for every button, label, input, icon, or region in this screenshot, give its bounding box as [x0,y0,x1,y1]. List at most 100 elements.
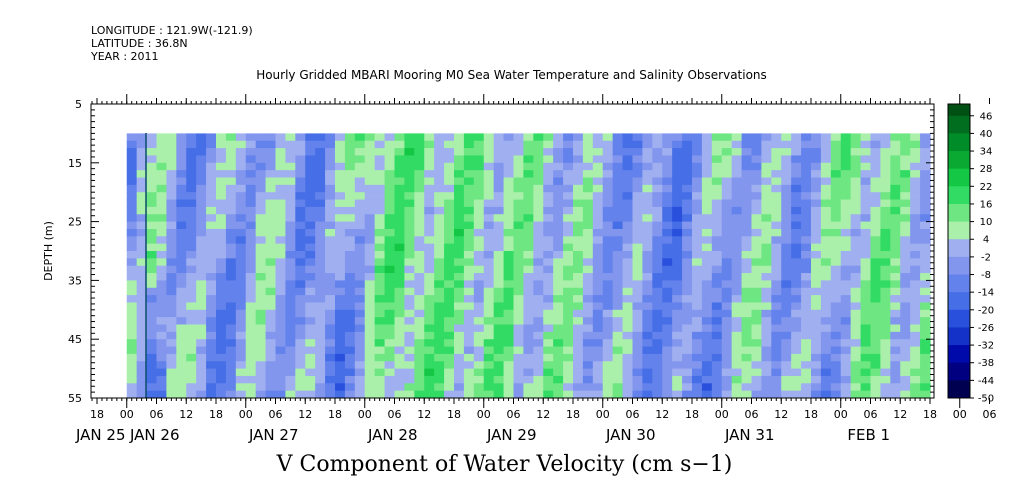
heatmap-cell [335,375,346,384]
heatmap-cell [344,339,356,348]
heatmap-cell [632,192,644,201]
heatmap-cell [592,221,604,230]
heatmap-cell [582,192,594,201]
heatmap-cell [731,228,743,237]
heatmap-cell [791,214,802,223]
heatmap-cell [632,317,644,326]
heatmap-cell [711,324,723,333]
heatmap-cell [612,243,624,252]
heatmap-cell [126,177,138,186]
heatmap-cell [682,155,693,164]
heatmap-cell [483,192,495,201]
heatmap-cell [910,287,921,296]
heatmap-cell [305,287,316,296]
heatmap-cell [751,214,763,223]
heatmap-cell [582,236,594,245]
heatmap-cell [761,295,772,304]
heatmap-cell [880,258,891,267]
heatmap-cell [900,133,911,142]
heatmap-cell [275,251,287,259]
heatmap-cell [265,133,277,142]
heatmap-cell [364,280,376,289]
heatmap-cell [642,273,653,281]
heatmap-cell [374,295,386,304]
colorbar-swatch [948,209,970,214]
heatmap-cell [513,133,525,142]
heatmap-cell [820,228,832,237]
heatmap-cell [235,353,247,362]
heatmap-cell [711,206,723,215]
heatmap-cell [761,280,772,289]
heatmap-cell [295,280,306,289]
heatmap-cell [404,184,415,193]
heatmap-cell [920,368,931,377]
heatmap-cell [136,287,148,296]
heatmap-cell [751,148,763,157]
heatmap-cell [255,361,267,370]
heatmap-cell [315,243,326,252]
heatmap-cell [414,214,425,223]
heatmap-cell [235,390,247,398]
heatmap-cell [136,221,148,230]
colorbar-swatch [948,159,970,164]
heatmap-cell [801,170,812,179]
heatmap-cell [384,346,396,355]
heatmap-cell [384,287,396,296]
colorbar-swatch [948,324,970,328]
heatmap-cell [900,361,911,370]
heatmap-cell [543,199,554,208]
heatmap-cell [285,192,296,201]
heatmap-cell [454,199,465,208]
heatmap-cell [533,243,544,252]
heatmap-cell [860,383,872,392]
heatmap-cell [265,155,277,164]
heatmap-cell [434,324,445,333]
heatmap-cell [840,353,852,362]
heatmap-cell [473,133,485,142]
heatmap-cell [622,346,634,355]
heatmap-cell [265,162,277,171]
heatmap-cell [543,184,554,193]
heatmap-cell [513,258,525,267]
heatmap-cell [711,221,723,230]
heatmap-cell [642,170,653,179]
heatmap-cell [711,265,723,274]
heatmap-cell [830,361,842,370]
heatmap-cell [870,243,882,252]
heatmap-cell [652,339,663,348]
heatmap-cell [186,133,197,142]
heatmap-cell [225,177,237,186]
colorbar-swatch [948,215,970,220]
heatmap-cell [265,273,277,281]
heatmap-cell [513,324,525,333]
heatmap-cell [424,390,435,398]
heatmap-cell [186,214,197,223]
heatmap-cell [840,133,852,142]
heatmap-cell [235,280,247,289]
heatmap-cell [900,302,911,311]
heatmap-cell [533,192,544,201]
heatmap-cell [751,302,763,311]
heatmap-cell [245,133,257,142]
heatmap-cell [295,192,306,201]
heatmap-cell [860,295,872,304]
heatmap-cell [582,243,594,252]
heatmap-cell [701,375,713,384]
heatmap-cell [523,302,534,311]
heatmap-cell [602,361,614,370]
heatmap-cell [384,324,396,333]
heatmap-cell [384,361,396,370]
heatmap-cell [612,140,624,149]
heatmap-cell [335,206,346,215]
heatmap-cell [354,258,366,267]
heatmap-cell [176,317,187,326]
heatmap-cell [771,214,782,223]
heatmap-cell [830,390,842,398]
heatmap-cell [364,251,376,259]
heatmap-cell [275,140,287,149]
heatmap-cell [225,339,237,348]
heatmap-cell [463,199,475,208]
heatmap-cell [553,302,564,311]
heatmap-cell [721,148,733,157]
heatmap-cell [295,206,306,215]
